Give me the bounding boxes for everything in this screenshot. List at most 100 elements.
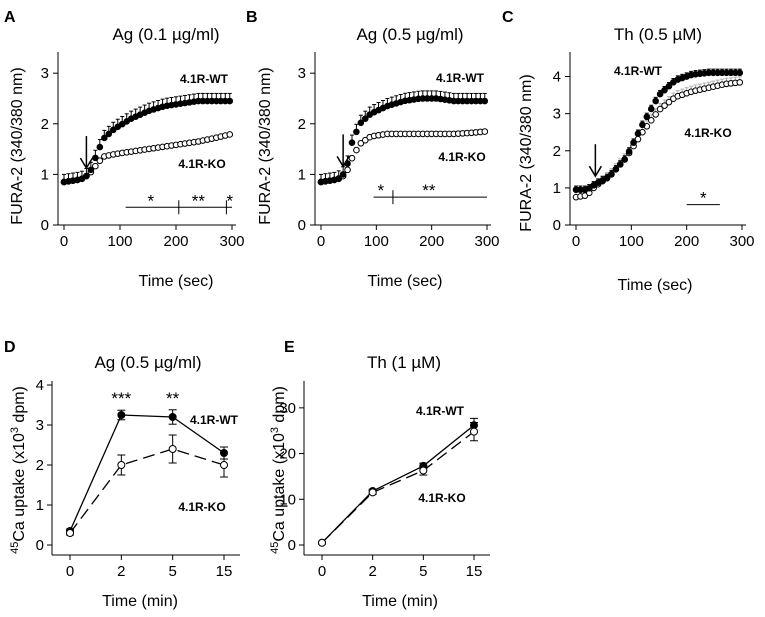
panel-d-y-tick-label: 1 (36, 497, 44, 514)
panel-b-ko-point (357, 139, 365, 147)
panel-e-y-tick-label: 0 (288, 537, 296, 554)
panel-b-wt-point (361, 115, 369, 123)
panel-b-ko-point (361, 136, 369, 144)
panel-d-x-tick-label: 15 (216, 563, 233, 580)
panel-d-ko-point (117, 461, 126, 469)
panel-e-wt-label: 4.1R-WT (416, 404, 465, 418)
panel-c-ko-point (736, 79, 744, 86)
panel-d-ko-label: 4.1R-KO (178, 500, 225, 514)
panel-a-ko-point (92, 162, 99, 170)
panel-c-wt-point (630, 139, 637, 146)
panel-b-y-tick-label: 1 (298, 166, 306, 183)
panel-b-y-tick-label: 3 (298, 65, 306, 82)
panel-c-wt-label: 4.1R-WT (614, 64, 663, 78)
panel-a-y-tick-label: 2 (41, 116, 49, 133)
panel-a-y-tick-label: 1 (41, 166, 49, 183)
panel-a-y-tick-label: 0 (41, 217, 49, 234)
panel-c-wt-point (625, 148, 633, 155)
panel-b-wt-point (339, 171, 347, 178)
panel-d-wt-point (168, 413, 177, 421)
panel-c-wt-point (621, 156, 628, 163)
panel-c-y-tick-label: 0 (553, 217, 561, 234)
panel-a-significance-mark: ** (192, 191, 206, 210)
panel-d-y-tick-label: 2 (36, 457, 44, 474)
panel-b: B Ag (0.5 µg/ml) FURA-2 (340/380 nm) Tim… (246, 9, 500, 290)
panel-b-ko-point (344, 166, 351, 174)
panel-b-ko-point (353, 146, 360, 154)
panel-b-ko-point (348, 154, 356, 162)
panel-d-wt-label: 4.1R-WT (190, 413, 239, 427)
panel-d-x-tick-label: 2 (117, 563, 125, 580)
panel-c-wt-point (585, 184, 593, 192)
panel-c-y-tick-label: 4 (553, 69, 561, 86)
panel-d-ko-point (66, 529, 74, 537)
panel-c-y-tick-label: 3 (553, 106, 561, 123)
panel-a: A Ag (0.1 µg/ml) FURA-2 (340/380 nm) Tim… (4, 9, 245, 290)
panel-b-x-tick-label: 200 (419, 233, 444, 250)
panel-e-y-tick-label: 30 (279, 400, 296, 417)
panel-e-y-label: 45Ca uptake (x103 dpm) (269, 386, 288, 554)
panel-d-y-tick-label: 0 (36, 537, 44, 554)
panel-b-wt-point (481, 97, 489, 105)
panel-c-ko-point (656, 105, 664, 113)
panel-b-stimulus-arrow-head (336, 156, 350, 168)
panel-e-ko-point (470, 427, 478, 436)
panel-b-letter: B (246, 9, 258, 26)
panel-d-y-tick-label: 4 (36, 377, 44, 394)
panel-d-wt-line (69, 414, 225, 532)
panel-e: E Th (1 µM) 45Ca uptake (x103 dpm) Time … (269, 339, 490, 610)
panel-e-ko-line (321, 431, 475, 544)
panel-a-wt-label: 4.1R-WT (180, 72, 229, 86)
panel-c-ko-label: 4.1R-KO (684, 126, 731, 140)
panel-c-x-tick-label: 100 (619, 233, 644, 250)
panel-c-wt-point (643, 113, 651, 121)
panel-e-ko-point (368, 488, 377, 497)
panel-d-ko-point (220, 461, 228, 469)
panel-c-x-label: Time (sec) (618, 277, 693, 294)
panel-c-wt-point (616, 161, 624, 168)
panel-b-significance-mark: ** (422, 181, 436, 200)
panel-c-wt-point (608, 170, 615, 178)
panel-e-x-tick-label: 0 (318, 563, 326, 580)
panel-e-x-tick-label: 2 (368, 563, 376, 580)
panel-d: D Ag (0.5 µg/ml) 45Ca uptake (x103 dpm) … (4, 339, 240, 610)
panel-c-title: Th (0.5 µM) (614, 25, 702, 44)
panel-e-letter: E (284, 339, 295, 356)
panel-d-wt-point (220, 449, 228, 457)
panel-c-stimulus-arrow-head (588, 165, 603, 178)
panel-b-wt-point (357, 119, 365, 127)
panel-a-wt-point (87, 166, 95, 174)
panel-c-x-tick-label: 200 (674, 233, 699, 250)
panel-b-y-tick-label: 0 (298, 217, 306, 234)
panel-c-wt-point (634, 130, 642, 138)
panel-e-title: Th (1 µM) (367, 353, 441, 372)
panel-b-wt-label: 4.1R-WT (436, 71, 485, 85)
panel-b-x-label: Time (sec) (368, 273, 443, 290)
panel-c-y-tick-label: 1 (553, 180, 561, 197)
panel-d-ko-line (69, 448, 225, 534)
panel-c-y-label: FURA-2 (340/380 nm) (518, 74, 535, 231)
panel-c-x-tick-label: 0 (572, 233, 580, 250)
panel-a-y-label: FURA-2 (340/380 nm) (9, 67, 26, 224)
panel-a-letter: A (4, 9, 16, 26)
panel-d-x-label: Time (min) (102, 593, 178, 610)
panel-b-wt-point (335, 175, 343, 182)
panel-a-x-label: Time (sec) (139, 273, 214, 290)
panel-a-x-tick-label: 0 (60, 233, 68, 250)
panel-b-ko-point (481, 128, 489, 135)
panel-d-wt-point (117, 411, 126, 419)
panel-b-ko-label: 4.1R-KO (438, 150, 485, 164)
panel-a-wt-point (96, 143, 104, 151)
panel-c-ko-point (665, 98, 673, 106)
panel-d-title: Ag (0.5 µg/ml) (94, 353, 201, 372)
panel-a-title: Ag (0.1 µg/ml) (112, 25, 219, 44)
panel-e-ko-label: 4.1R-KO (418, 491, 465, 505)
panel-c-wt-point (665, 82, 673, 90)
panel-a-x-tick-label: 300 (219, 233, 244, 250)
panel-c-wt-point (652, 97, 659, 105)
panel-a-significance-mark: * (226, 191, 233, 210)
panel-b-significance-mark: * (377, 181, 384, 200)
panel-b-x-tick-label: 300 (474, 233, 499, 250)
panel-c-letter: C (502, 9, 514, 26)
